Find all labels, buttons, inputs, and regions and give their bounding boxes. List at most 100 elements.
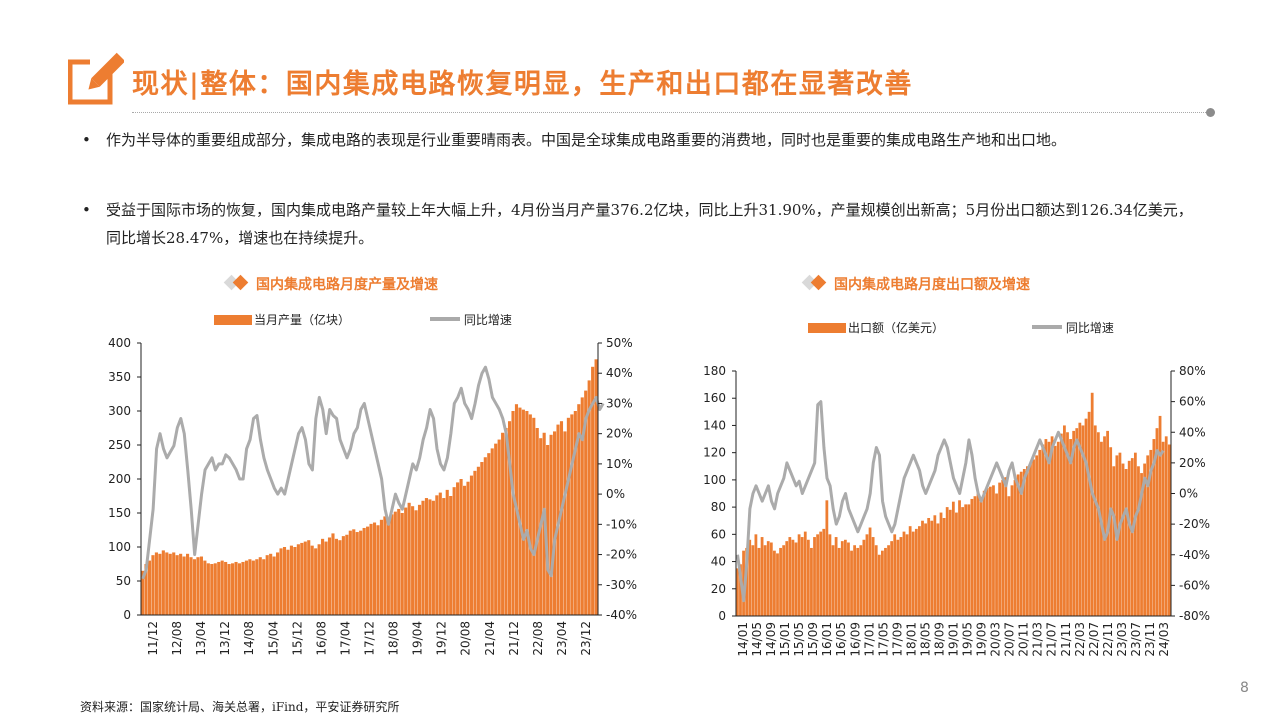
chart-2-bar <box>1050 436 1054 616</box>
page-number: 8 <box>1240 680 1249 696</box>
chart-1-bar <box>300 542 304 615</box>
chart-2-bar <box>874 545 878 616</box>
chart-1-bar <box>563 431 567 615</box>
chart-2-bar <box>1167 444 1171 616</box>
title-divider <box>132 112 1210 113</box>
chart-1-bar <box>462 485 467 615</box>
chart-2-bar <box>1007 496 1011 616</box>
chart-1-x-tick-label: 12/08 <box>170 621 184 656</box>
chart-2-bar <box>1155 428 1159 616</box>
chart-2-x-tick-label: 21/11 <box>1059 622 1073 657</box>
chart-2-bar <box>1112 466 1116 616</box>
chart-1-bar <box>362 527 366 615</box>
chart-1-bar <box>262 559 266 615</box>
chart-2-bar <box>1096 432 1100 616</box>
chart-2-bar <box>1032 459 1035 616</box>
chart-1-right-tick-label: -10% <box>606 517 637 531</box>
chart-1-bar <box>224 561 228 615</box>
chart-2-x-tick-label: 14/01 <box>736 622 750 657</box>
chart-2-bar <box>782 545 786 616</box>
chart-1-bar <box>369 523 373 615</box>
chart-1-bar <box>497 439 501 615</box>
chart-2-bar <box>1084 418 1088 616</box>
chart-2-bar <box>918 526 921 616</box>
chart-1-bar <box>466 481 470 615</box>
chart-1-bar <box>379 519 384 615</box>
chart-1-bar <box>414 510 418 615</box>
chart-2-bar <box>1001 479 1005 616</box>
chart-2-bar <box>853 545 857 616</box>
chart-2-bar <box>992 485 995 616</box>
chart-2-bar <box>1072 430 1076 616</box>
chart-1-bar <box>220 560 224 615</box>
chart-2-bar <box>822 528 826 616</box>
chart-2-bar <box>813 537 816 616</box>
legend-item-line: 同比增速 <box>463 313 512 327</box>
chart-2-right-tick-label: 0% <box>1179 487 1198 501</box>
chart-2-bar <box>837 547 841 616</box>
chart-1-bar <box>248 559 252 615</box>
chart-1-bar <box>352 529 356 615</box>
chart-2-left-tick-label: 180 <box>703 364 726 378</box>
chart-1-bar <box>552 431 557 615</box>
chart-2-bar <box>942 518 946 616</box>
chart-1-bar <box>147 560 152 615</box>
chart-1-bar <box>234 561 238 615</box>
chart-1-left-tick-label: 0 <box>123 608 131 622</box>
chart-1-left-tick-label: 300 <box>108 404 131 418</box>
chart-1-bar <box>570 414 574 615</box>
chart-2-left-tick-label: 100 <box>703 473 726 487</box>
chart-2-bar <box>825 500 829 616</box>
chart-2-x-tick-label: 17/05 <box>876 622 890 657</box>
bullet-text-1: 作为半导体的重要组成部分，集成电路的表现是行业重要晴雨表。中国是全球集成电路重要… <box>106 131 1067 149</box>
chart-1-bar <box>258 557 262 615</box>
chart-2-x-tick-label: 19/01 <box>947 622 961 657</box>
chart-2-bar <box>924 523 927 616</box>
chart-1-bar <box>276 552 280 615</box>
chart-1-right-tick-label: -30% <box>606 578 637 592</box>
chart-1-bar <box>421 500 425 615</box>
chart-1-bar <box>431 500 435 615</box>
chart-1-bar <box>217 561 221 615</box>
chart-2-left-tick-label: 40 <box>711 555 726 569</box>
chart-1-bar <box>203 560 207 615</box>
chart-2-x-tick-label: 18/01 <box>904 622 918 657</box>
chart-1-bar <box>331 533 335 615</box>
chart-2-bar <box>797 534 801 616</box>
chart-1-bar <box>334 538 338 615</box>
chart-2-bar <box>958 500 961 616</box>
chart-2-bar <box>995 493 998 616</box>
chart-1-bar <box>269 553 273 615</box>
chart-1-bar <box>206 563 210 615</box>
chart-2-x-tick-label: 22/07 <box>1087 622 1101 657</box>
chart-1-bar <box>397 508 401 615</box>
chart-2-bar <box>1038 449 1042 616</box>
chart-1-bar <box>310 545 314 615</box>
chart-2-bar <box>1137 466 1140 616</box>
chart-1-left-tick-label: 50 <box>116 574 131 588</box>
chart-2-bar <box>979 501 983 616</box>
chart-2-x-tick-label: 23/11 <box>1143 622 1157 657</box>
chart-1-x-tick-label: 13/12 <box>218 621 232 656</box>
chart-1-bar <box>237 563 242 615</box>
chart-1-bar <box>348 530 352 615</box>
chart-1-bar <box>480 462 484 615</box>
chart-1-bar <box>393 511 397 615</box>
chart-1-right-tick-label: -20% <box>606 548 637 562</box>
chart-2-bar <box>816 534 819 616</box>
chart-1-bar <box>244 560 248 615</box>
chart-1-bar <box>359 530 363 615</box>
chart-2-bar <box>1022 469 1026 616</box>
chart-2-bar <box>1041 444 1045 616</box>
chart-1-bar <box>483 457 487 615</box>
chart-2-bar <box>961 507 964 616</box>
chart-2-x-tick-label: 20/07 <box>1003 622 1017 657</box>
chart-1-bar <box>473 470 477 615</box>
chart-1-left-tick-label: 150 <box>108 506 131 520</box>
chart-2-bar <box>976 493 980 616</box>
chart-2-bar <box>871 537 875 616</box>
chart-1-bar <box>549 434 553 615</box>
chart-2-x-tick-label: 22/03 <box>1073 622 1087 657</box>
chart-2-bar <box>1146 455 1150 616</box>
